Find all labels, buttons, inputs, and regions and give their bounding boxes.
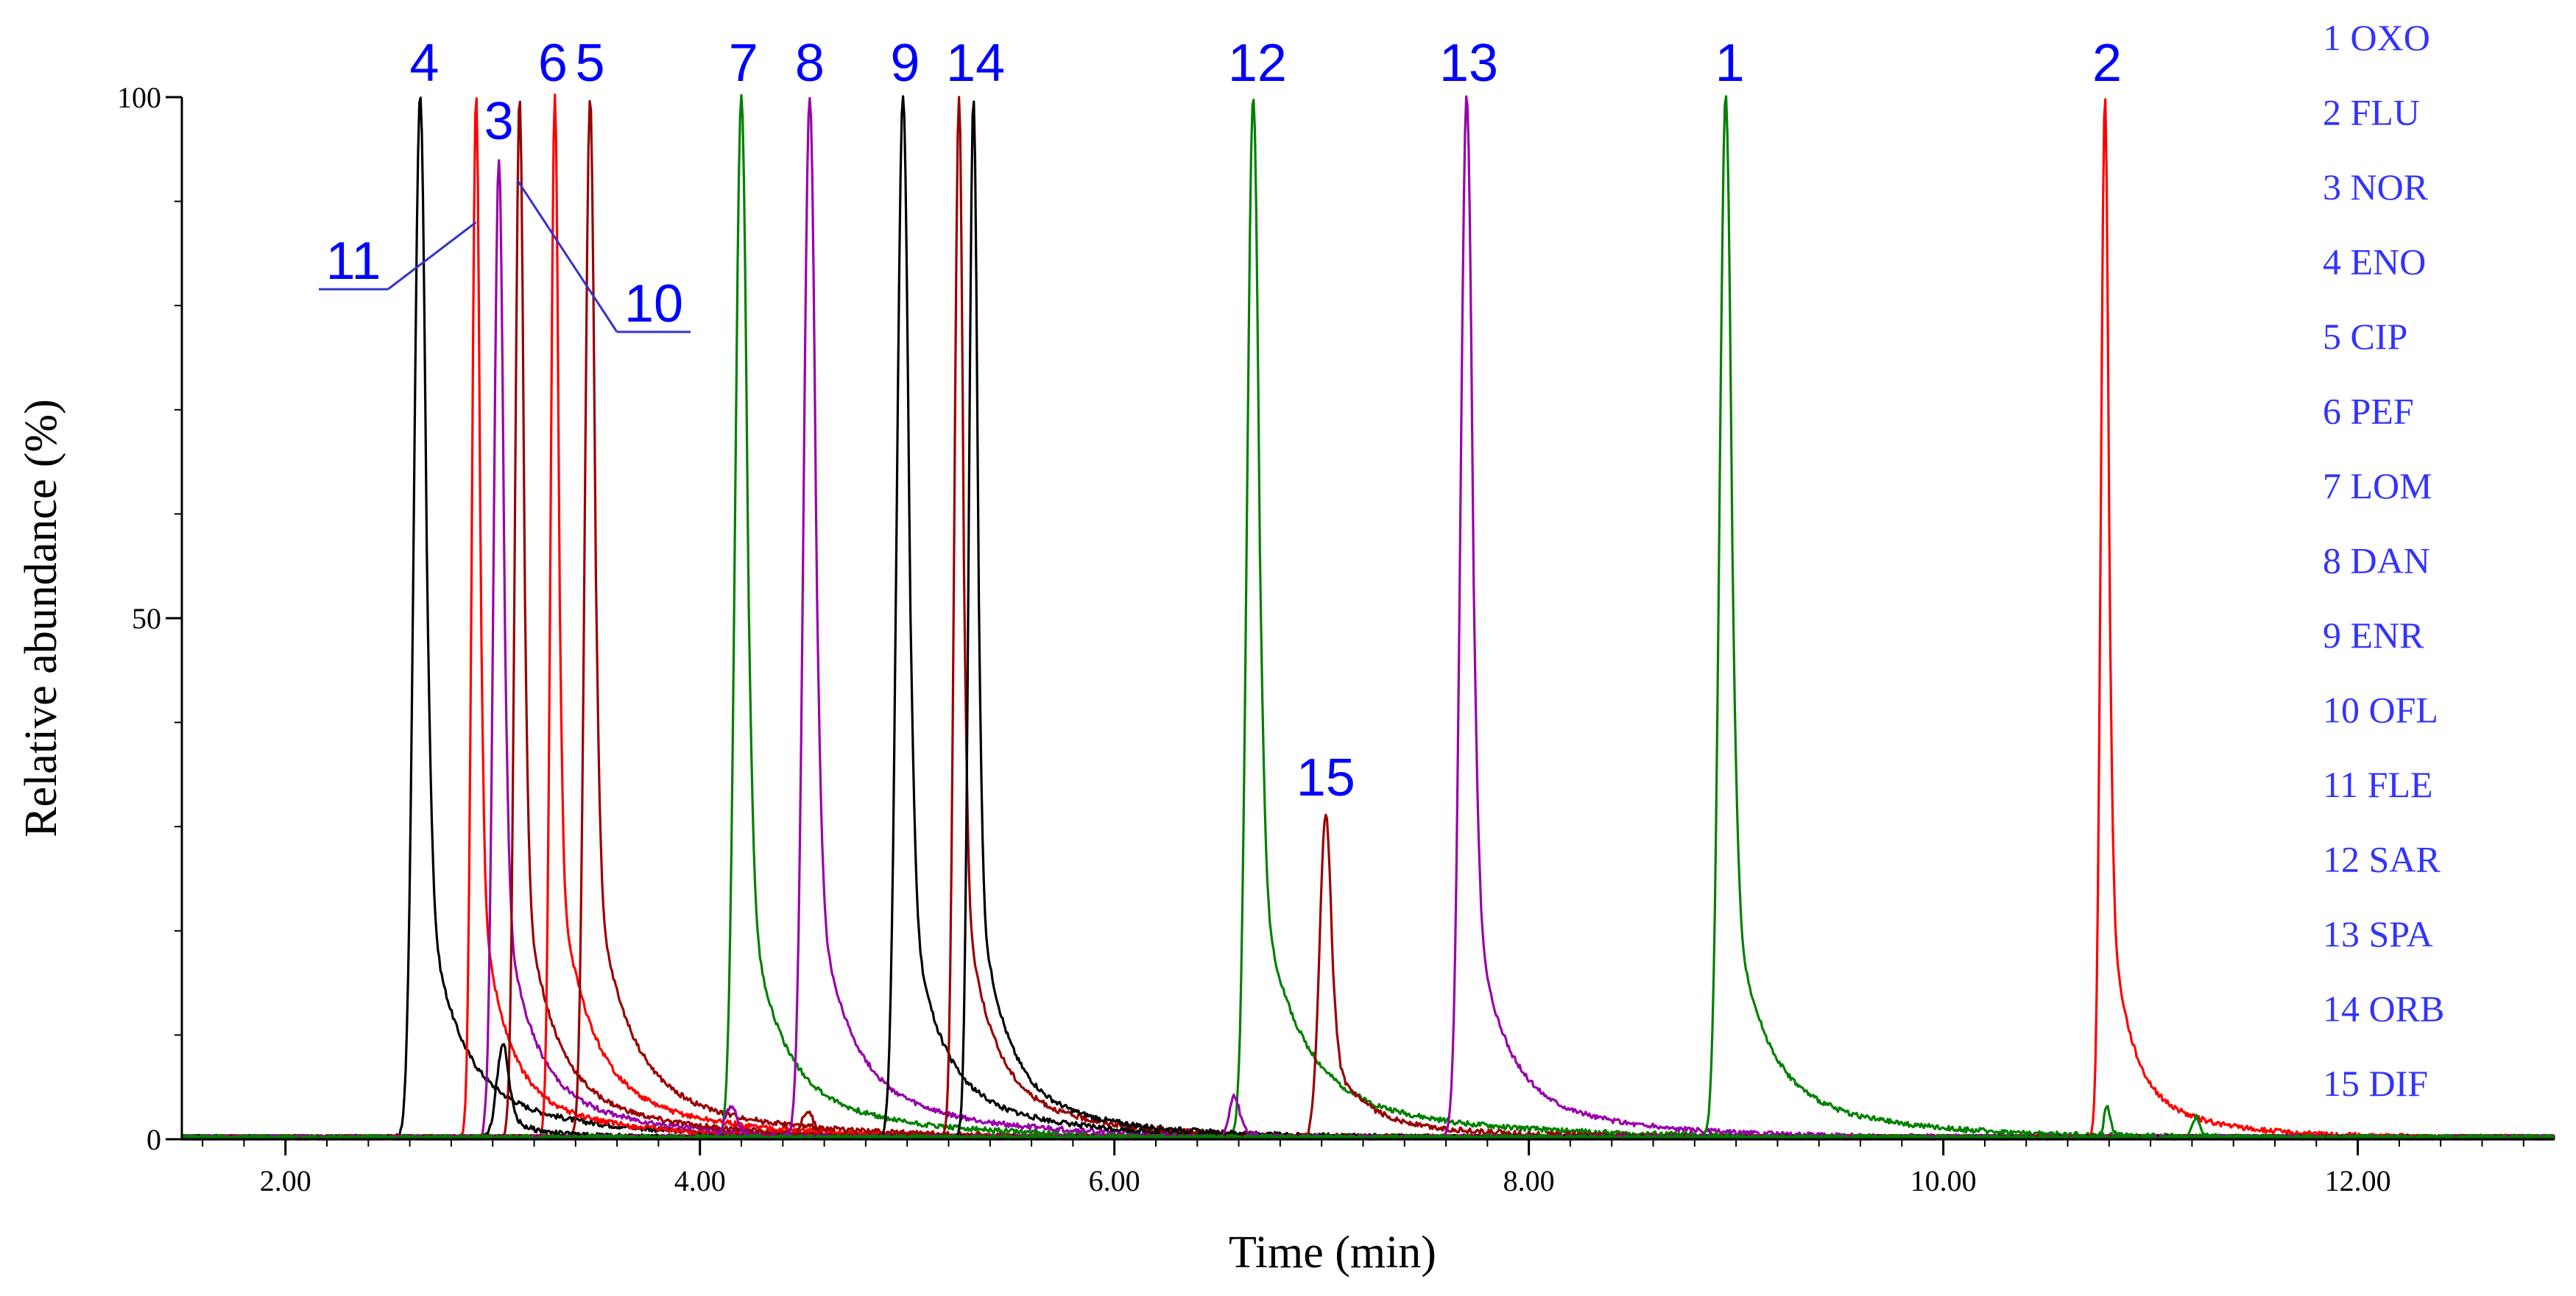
peak-label-12: 12 [1228, 34, 1287, 93]
legend-entry: 7 LOM [2323, 465, 2432, 506]
legend-entry: 10 OFL [2323, 690, 2438, 731]
trace-minor-peak-1 [181, 100, 2555, 1141]
legend-entry: 14 ORB [2323, 988, 2444, 1030]
callout-leader-line [516, 180, 618, 333]
trace-peak-10-ofl [180, 100, 2555, 1141]
chromatogram-traces [180, 93, 2555, 1141]
x-axis-ticks: 2.00 4.00 6.00 8.00 10.00 12.00 [202, 1139, 2524, 1197]
y-tick-label: 50 [132, 602, 161, 635]
y-tick-label: 0 [147, 1123, 161, 1156]
peak-labels: 436 5 7 8 9 14 12 13 1 215 [409, 34, 2122, 807]
peak-label-14: 14 [946, 34, 1005, 93]
peak-label-1: 1 [1715, 34, 1745, 93]
compound-legend: 1 OXO 2 FLU 3 NOR 4 ENO 5 CIP 6 PEF 7 LOM 8 DAN… [2323, 17, 2444, 1104]
trace-peak-1-oxo [180, 95, 2555, 1141]
legend-entry: 1 OXO [2323, 17, 2430, 58]
trace-peak-2-flu [181, 98, 2555, 1141]
x-tick-label: 6.00 [1089, 1164, 1140, 1197]
y-axis-ticks: 0 50 100 [117, 81, 182, 1156]
peak-label-6: 6 [538, 34, 568, 93]
x-tick-label: 12.00 [2325, 1164, 2391, 1197]
x-tick-label: 2.00 [260, 1164, 311, 1197]
legend-entry: 15 DIF [2323, 1063, 2428, 1104]
trace-peak-9-enr [180, 95, 2555, 1141]
peak-label-9: 9 [890, 34, 920, 93]
trace-peak-4-eno [181, 96, 2555, 1141]
trace-peak-8-dan [180, 96, 2555, 1141]
peak-label-2: 2 [2092, 34, 2122, 93]
legend-entry: 8 DAN [2323, 540, 2430, 581]
legend-entry: 9 ENR [2323, 615, 2424, 656]
peak-label-5: 5 [576, 34, 605, 93]
legend-entry: 6 PEF [2323, 391, 2414, 432]
legend-entry: 11 FLE [2323, 764, 2433, 805]
trace-peak-12-sar [182, 99, 2555, 1141]
callout-leader-line [387, 221, 477, 291]
peak-label-15: 15 [1296, 748, 1355, 807]
peak-label-13: 13 [1439, 34, 1498, 93]
legend-entry: 4 ENO [2323, 241, 2426, 283]
legend-entry: 12 SAR [2323, 839, 2441, 880]
peak-label-8: 8 [795, 34, 825, 93]
legend-entry: 3 NOR [2323, 166, 2429, 208]
axes [180, 97, 2555, 1141]
trace-peak-13-spa [180, 95, 2555, 1141]
trace-peak-14-orb [180, 96, 2555, 1141]
trace-peak-11-fle [181, 97, 2555, 1141]
callout-label-10: 10 [624, 275, 683, 333]
peak-label-4: 4 [409, 34, 439, 93]
peak-label-7: 7 [729, 34, 758, 93]
peak-callouts: 11 10 [319, 180, 691, 333]
trace-peak-6-pef [181, 93, 2555, 1141]
y-tick-label: 100 [117, 81, 161, 114]
x-axis-title: Time (min) [1229, 1228, 1436, 1278]
x-tick-label: 8.00 [1503, 1164, 1555, 1197]
trace-peak-3-nor [180, 159, 2555, 1141]
legend-entry: 2 FLU [2323, 92, 2420, 133]
y-axis-title: Relative abundance (%) [16, 399, 66, 838]
peak-label-3: 3 [484, 92, 514, 151]
callout-label-11: 11 [326, 232, 381, 291]
x-tick-label: 10.00 [1910, 1164, 1977, 1197]
x-tick-label: 4.00 [674, 1164, 726, 1197]
trace-peak-7-lom [180, 93, 2555, 1141]
trace-peak-5-cip [182, 99, 2555, 1141]
legend-entry: 5 CIP [2323, 316, 2407, 357]
legend-entry: 13 SPA [2323, 913, 2433, 955]
